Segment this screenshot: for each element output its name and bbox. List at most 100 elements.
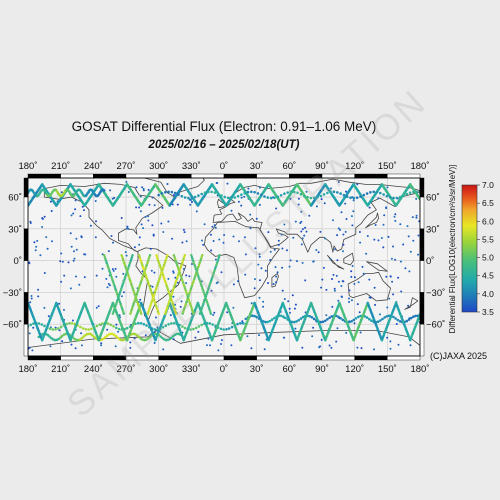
data-point (200, 306, 204, 310)
data-point (176, 281, 179, 284)
data-point (165, 306, 169, 310)
data-point (184, 289, 187, 292)
data-point (255, 315, 259, 319)
x-tick-label: 210˚ (51, 364, 70, 375)
data-point (122, 291, 125, 294)
data-point (183, 285, 186, 288)
data-point (185, 300, 188, 304)
data-point (368, 206, 371, 209)
data-point (95, 306, 98, 309)
data-point (240, 193, 243, 196)
data-point (150, 292, 154, 296)
data-point (169, 296, 172, 300)
data-point (28, 262, 31, 265)
data-point (236, 194, 240, 198)
data-point (188, 300, 191, 304)
data-point (319, 194, 323, 198)
data-point (122, 259, 125, 263)
data-point (142, 267, 145, 271)
data-point (392, 315, 395, 319)
data-point (153, 342, 156, 344)
data-point (182, 256, 186, 259)
data-point (412, 315, 415, 319)
data-point (171, 289, 175, 292)
data-point (190, 306, 193, 310)
data-point (363, 315, 367, 318)
data-point (294, 303, 297, 306)
data-point (185, 291, 188, 294)
data-point (147, 257, 150, 261)
data-point (180, 194, 184, 198)
data-point (315, 205, 318, 208)
data-point (316, 196, 319, 199)
data-point (356, 346, 359, 349)
data-point (345, 218, 348, 220)
data-point (349, 196, 352, 200)
data-point (147, 308, 151, 311)
data-point (177, 193, 180, 196)
data-point (187, 294, 190, 298)
data-point (117, 294, 121, 298)
data-point (201, 239, 203, 242)
data-point (195, 269, 198, 273)
border-segment (223, 355, 257, 361)
data-point (255, 217, 258, 220)
data-point (61, 340, 64, 343)
y-tick-label: 60˚ (426, 193, 440, 204)
data-point (65, 322, 68, 326)
data-point (209, 310, 212, 313)
data-point (362, 272, 365, 275)
data-point (171, 203, 174, 206)
data-point (279, 194, 283, 197)
data-point (105, 277, 108, 280)
data-point (155, 287, 158, 290)
data-point (142, 227, 145, 230)
data-point (247, 187, 250, 190)
border-segment (419, 177, 425, 198)
data-point (288, 265, 291, 268)
data-point (319, 230, 322, 233)
data-point (176, 275, 179, 278)
data-point (152, 234, 155, 237)
x-tick-label: 180˚ (18, 161, 37, 172)
data-point (339, 192, 342, 195)
data-point (199, 283, 203, 286)
data-point (141, 275, 145, 278)
data-point (334, 248, 336, 251)
data-point (269, 196, 273, 200)
data-point (213, 191, 217, 194)
data-point (157, 312, 160, 315)
data-point (79, 215, 82, 218)
data-point (133, 300, 136, 304)
data-point (283, 336, 286, 339)
data-point (283, 192, 286, 195)
data-point (337, 315, 340, 319)
data-point (39, 254, 42, 257)
data-point (190, 312, 193, 315)
data-point (303, 234, 306, 237)
data-point (58, 302, 61, 305)
data-point (281, 289, 284, 292)
data-point (215, 261, 219, 265)
data-point (200, 192, 203, 196)
data-point (201, 287, 204, 290)
data-point (207, 337, 210, 340)
data-point (129, 259, 132, 263)
data-point (256, 192, 260, 195)
data-point (187, 292, 191, 296)
data-point (215, 263, 218, 267)
data-point (353, 282, 356, 285)
data-point (409, 316, 413, 320)
data-point (155, 254, 158, 257)
data-point (274, 266, 277, 269)
data-point (139, 310, 142, 313)
data-point (73, 250, 75, 253)
data-point (287, 300, 290, 303)
data-point (267, 282, 269, 284)
data-point (139, 195, 142, 198)
data-point (226, 182, 229, 185)
data-point (139, 322, 143, 325)
data-point (129, 257, 133, 261)
data-point (359, 195, 362, 198)
data-point (358, 231, 361, 233)
